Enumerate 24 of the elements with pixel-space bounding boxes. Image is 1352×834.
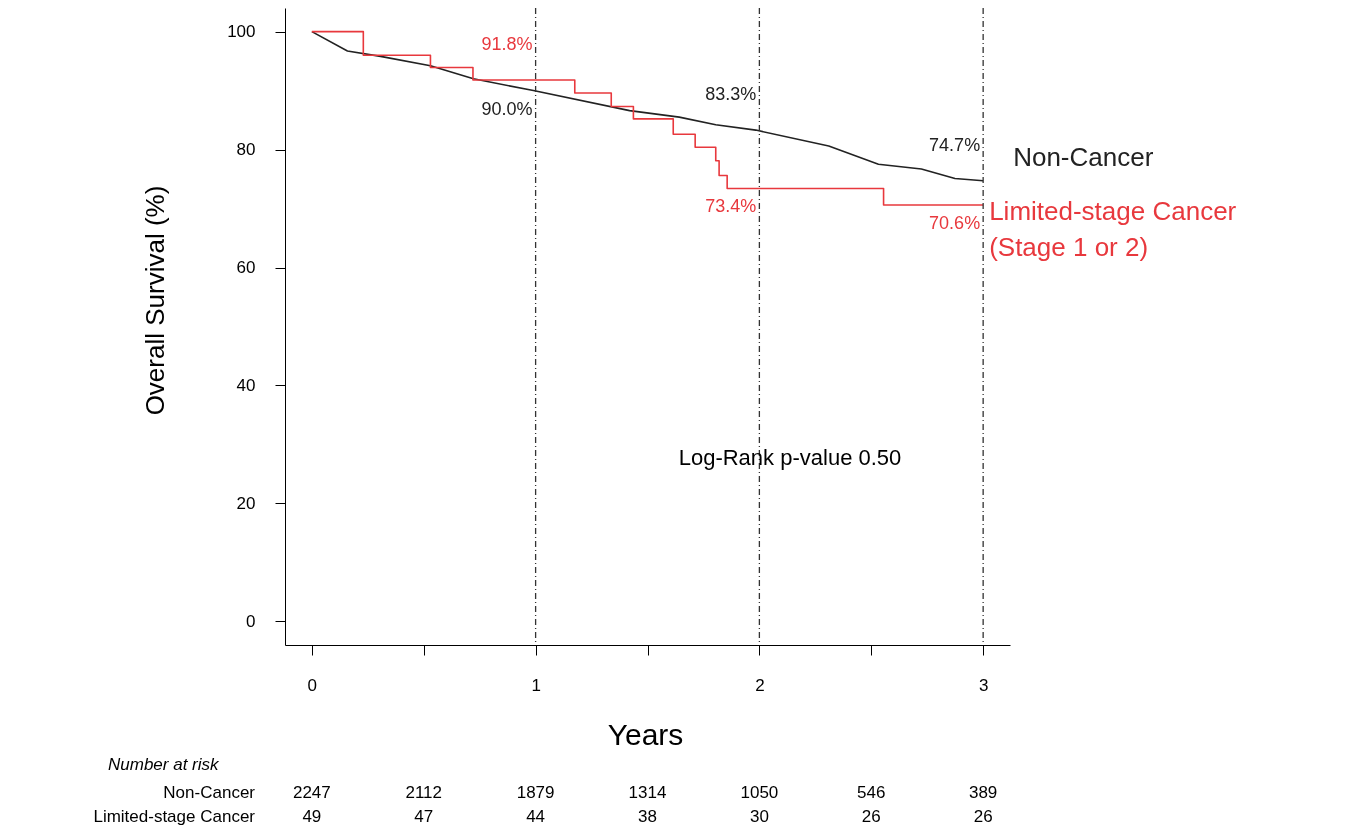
annotation: 73.4% (705, 196, 757, 217)
x-axis-title: Years (607, 717, 684, 751)
text: Number at risk (108, 755, 221, 774)
y-tick-label: 0 (246, 611, 256, 631)
annotation: Log-Rank p-value 0.50 (678, 445, 902, 470)
annotation: 70.6% (929, 213, 981, 233)
y-tick-label: 60 (236, 258, 256, 278)
annotation: 83.3% (705, 84, 757, 105)
series-label: Limited-stage Cancer (Stage 1 or 2) (989, 196, 1237, 262)
y-tick-label: 20 (236, 493, 256, 513)
y-tick-label: 80 (236, 140, 256, 160)
y-tick-label: 100 (227, 22, 256, 42)
x-tick-label: 1 (531, 675, 541, 695)
text: Limited-stage Cancer 49 47 44 38 30 26 26 (93, 807, 993, 826)
annotation: 74.7% (929, 134, 981, 155)
annotation: 90.0% (481, 98, 533, 119)
x-tick-label: 3 (978, 675, 989, 695)
x-tick-label: 0 (307, 675, 318, 695)
text: Non-Cancer 2247 2112 1879 1314 1050 546 389 (163, 783, 998, 802)
series-label: Non-Cancer (1013, 141, 1154, 172)
y-tick-label: 40 (236, 375, 256, 395)
annotation: 91.8% (481, 33, 533, 54)
y-axis-title: Overall Survival (%) (139, 185, 170, 416)
x-tick-label: 2 (755, 675, 765, 695)
